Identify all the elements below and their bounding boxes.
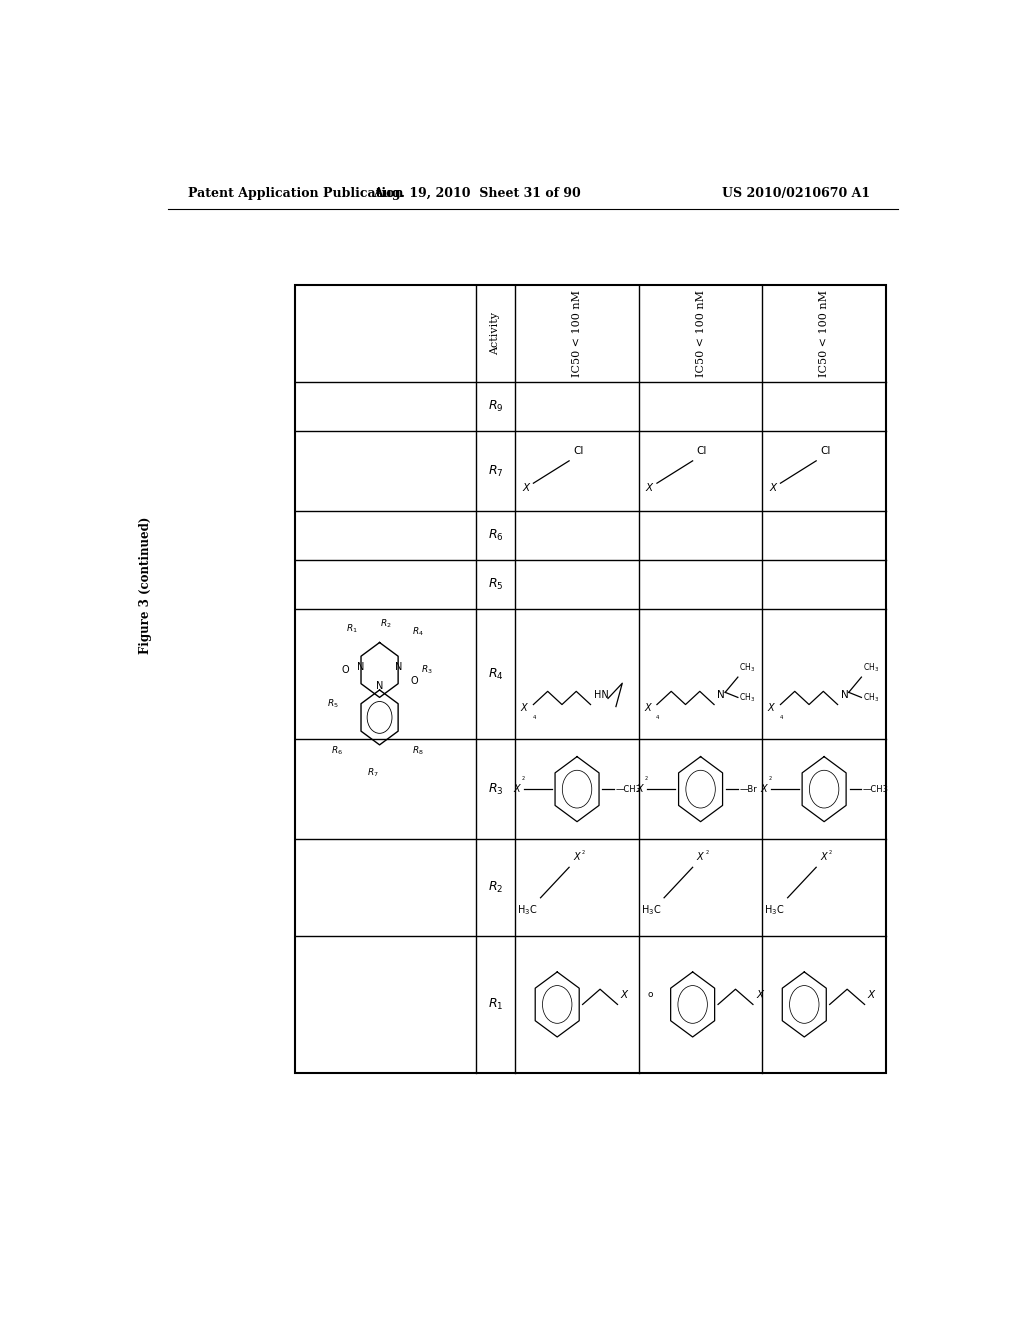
Text: X: X: [768, 702, 774, 713]
Text: $^2$: $^2$: [520, 775, 525, 781]
Text: $R_9$: $R_9$: [487, 399, 503, 413]
Text: $R_6$: $R_6$: [487, 528, 503, 544]
Text: $^2$: $^2$: [828, 849, 833, 855]
Text: X: X: [696, 853, 703, 862]
Text: X: X: [520, 702, 527, 713]
Text: $_4$: $_4$: [531, 713, 537, 722]
Text: Activity: Activity: [490, 312, 501, 355]
Text: X: X: [573, 853, 580, 862]
Text: X: X: [761, 784, 767, 795]
Text: IC50 < 100 nM: IC50 < 100 nM: [695, 290, 706, 378]
Text: N: N: [841, 690, 849, 701]
Text: $R_6$: $R_6$: [331, 744, 343, 756]
Text: H$_3$C: H$_3$C: [764, 903, 784, 916]
Text: —CH3: —CH3: [863, 784, 889, 793]
Text: N: N: [356, 663, 364, 672]
Text: Cl: Cl: [820, 446, 830, 455]
Text: $R_3$: $R_3$: [487, 781, 503, 797]
Text: $R_1$: $R_1$: [346, 623, 357, 635]
Text: IC50 < 100 nM: IC50 < 100 nM: [819, 290, 829, 378]
Text: CH$_3$: CH$_3$: [739, 661, 756, 675]
Text: X: X: [637, 784, 643, 795]
Text: $R_8$: $R_8$: [413, 744, 424, 756]
Text: CH$_3$: CH$_3$: [863, 692, 880, 704]
Text: $R_7$: $R_7$: [368, 766, 379, 779]
Text: o: o: [647, 990, 653, 999]
Text: $R_1$: $R_1$: [487, 997, 503, 1012]
Text: X: X: [513, 784, 520, 795]
Text: N: N: [395, 663, 402, 672]
Text: X: X: [867, 990, 874, 1001]
Text: X: X: [644, 702, 650, 713]
Text: Figure 3 (continued): Figure 3 (continued): [139, 516, 152, 653]
Text: X: X: [820, 853, 826, 862]
Text: —CH3: —CH3: [615, 784, 642, 793]
Text: CH$_3$: CH$_3$: [739, 692, 756, 704]
Text: CH$_3$: CH$_3$: [863, 661, 880, 675]
Text: $^2$: $^2$: [768, 775, 772, 781]
Text: X: X: [522, 483, 529, 494]
Text: $R_2$: $R_2$: [487, 880, 503, 895]
Text: O: O: [341, 665, 349, 675]
Text: X: X: [646, 483, 653, 494]
Text: Cl: Cl: [573, 446, 584, 455]
Text: —Br: —Br: [739, 784, 757, 793]
Bar: [295, 285, 886, 1073]
Text: $R_5$: $R_5$: [487, 577, 503, 593]
Text: US 2010/0210670 A1: US 2010/0210670 A1: [722, 187, 870, 201]
Text: $R_4$: $R_4$: [487, 667, 503, 681]
Text: X: X: [621, 990, 628, 1001]
Text: $R_2$: $R_2$: [380, 616, 392, 630]
Text: H$_3$C: H$_3$C: [517, 903, 538, 916]
Text: Aug. 19, 2010  Sheet 31 of 90: Aug. 19, 2010 Sheet 31 of 90: [374, 187, 581, 201]
Text: O: O: [410, 676, 418, 686]
Text: $R_7$: $R_7$: [487, 463, 503, 479]
Text: $R_3$: $R_3$: [421, 664, 432, 676]
Text: H$_3$C: H$_3$C: [641, 903, 660, 916]
Text: X: X: [756, 990, 763, 1001]
Text: Cl: Cl: [696, 446, 707, 455]
Text: $R_4$: $R_4$: [413, 626, 424, 638]
Text: HN: HN: [594, 690, 608, 701]
Text: $R_5$: $R_5$: [327, 697, 338, 710]
Text: N: N: [717, 690, 725, 701]
Text: $_4$: $_4$: [655, 713, 660, 722]
Text: X: X: [769, 483, 776, 494]
Text: IC50 < 100 nM: IC50 < 100 nM: [572, 290, 582, 378]
Text: $^2$: $^2$: [705, 849, 710, 855]
Text: Patent Application Publication: Patent Application Publication: [187, 187, 403, 201]
Text: $^2$: $^2$: [644, 775, 649, 781]
Text: N: N: [376, 681, 383, 692]
Text: $_4$: $_4$: [779, 713, 784, 722]
Text: $^2$: $^2$: [581, 849, 586, 855]
